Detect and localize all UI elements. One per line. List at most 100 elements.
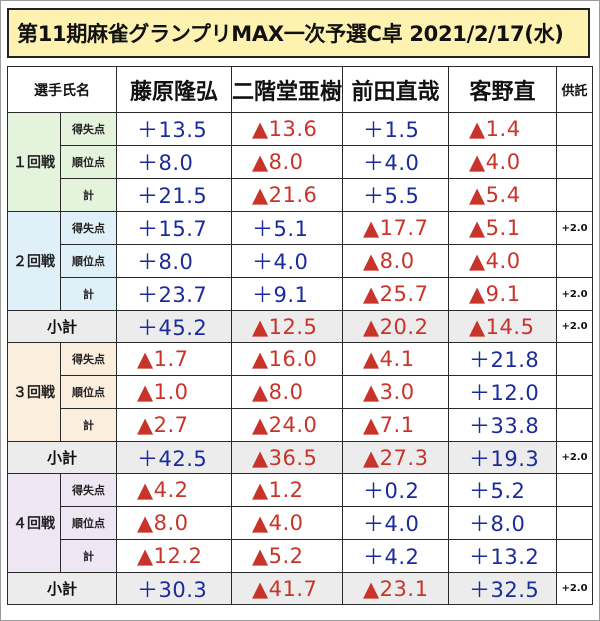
- player-header: 前田直哉: [342, 66, 450, 113]
- row-type-label: 計: [60, 277, 117, 311]
- table-row: 計＋21.5 ▲21.6 ＋5.5 ▲5.4: [8, 178, 594, 212]
- score-cell: ▲5.1: [448, 211, 558, 245]
- kyotaku-cell: [556, 473, 594, 507]
- subtotal-label: 小計: [7, 572, 117, 605]
- score-cell: ＋1.5: [342, 112, 450, 146]
- score-cell: ＋8.0: [116, 145, 232, 179]
- score-cell: ▲21.6: [230, 178, 344, 212]
- score-cell: ＋21.8: [448, 342, 558, 376]
- score-cell: ▲5.2: [230, 539, 344, 573]
- score-cell: ＋8.0: [448, 506, 558, 540]
- score-cell: ▲4.0: [230, 506, 344, 540]
- row-type-label: 得失点: [60, 211, 117, 245]
- score-cell: ▲1.2: [230, 473, 344, 507]
- score-cell: ＋21.5: [116, 178, 232, 212]
- kyotaku-cell: [556, 375, 594, 409]
- score-cell: ▲3.0: [342, 375, 450, 409]
- score-cell: ▲1.4: [448, 112, 558, 146]
- table-row: 順位点 ＋8.0 ▲8.0 ＋4.0 ▲4.0: [8, 145, 594, 179]
- score-cell: ＋5.5: [342, 178, 450, 212]
- score-cell: ▲1.0: [116, 375, 232, 409]
- score-cell: ▲7.1: [342, 408, 450, 442]
- score-cell: ＋9.1: [230, 277, 344, 311]
- score-table-body: １回戦 得失点 ＋13.5 ▲13.6 ＋1.5 ▲1.4 順位点 ＋8.0 ▲8.0 ＋4.0 ▲…: [7, 112, 594, 605]
- score-cell: ▲8.0: [116, 506, 232, 540]
- score-cell: ＋13.5: [116, 112, 232, 146]
- player-name-header: 選手氏名: [7, 66, 117, 113]
- row-type-label: 計: [60, 408, 117, 442]
- row-type-label: 順位点: [60, 506, 117, 540]
- table-row: ４回戦 得失点 ▲4.2 ▲1.2 ＋0.2 ＋5.2: [7, 473, 594, 573]
- subtotal-cell: ＋32.5: [448, 572, 558, 605]
- score-cell: ▲8.0: [342, 244, 450, 278]
- kyotaku-cell: +2.0: [556, 572, 594, 605]
- kyotaku-cell: [556, 112, 594, 146]
- header-row: 選手氏名 藤原隆弘 二階堂亜樹 前田直哉 客野直 供託: [7, 66, 594, 113]
- score-cell: ＋5.1: [230, 211, 344, 245]
- table-row: 計 ▲2.7 ▲24.0 ▲7.1 ＋33.8: [8, 408, 594, 442]
- row-type-label: 計: [60, 178, 117, 212]
- score-cell: ＋13.2: [448, 539, 558, 573]
- table-row: ２回戦 得失点 ＋15.7 ＋5.1 ▲17.7 ▲5.1 +2.0: [7, 211, 594, 311]
- score-cell: ＋4.0: [342, 145, 450, 179]
- subtotal-cell: ＋30.3: [116, 572, 232, 605]
- round-label: ４回戦: [7, 473, 61, 573]
- row-type-label: 得失点: [60, 342, 117, 376]
- subtotal-row: 小計 ＋42.5 ▲36.5 ▲27.3 ＋19.3 +2.0: [7, 441, 594, 474]
- subtotal-cell: ＋19.3: [448, 441, 558, 474]
- score-cell: ＋4.0: [342, 506, 450, 540]
- score-cell: ＋23.7: [116, 277, 232, 311]
- subtotal-row: 小計 ＋45.2 ▲12.5 ▲20.2 ▲14.5 +2.0: [7, 310, 594, 343]
- player-header: 二階堂亜樹: [230, 66, 344, 113]
- kyotaku-cell: [556, 506, 594, 540]
- row-type-label: 順位点: [60, 244, 117, 278]
- score-cell: ▲13.6: [230, 112, 344, 146]
- score-cell: ▲1.7: [116, 342, 232, 376]
- subtotal-label: 小計: [7, 310, 117, 343]
- kyotaku-cell: [556, 178, 594, 212]
- subtotal-cell: ▲14.5: [448, 310, 558, 343]
- kyotaku-cell: +2.0: [556, 310, 594, 343]
- score-cell: ▲9.1: [448, 277, 558, 311]
- subtotal-cell: ▲20.2: [342, 310, 450, 343]
- score-cell: ▲4.1: [342, 342, 450, 376]
- table-row: １回戦 得失点 ＋13.5 ▲13.6 ＋1.5 ▲1.4: [7, 112, 594, 212]
- kyotaku-cell: [556, 408, 594, 442]
- row-type-label: 順位点: [60, 145, 117, 179]
- kyotaku-cell: +2.0: [556, 277, 594, 311]
- kyotaku-cell: +2.0: [556, 211, 594, 245]
- row-type-label: 得失点: [60, 473, 117, 507]
- score-cell: ▲24.0: [230, 408, 344, 442]
- table-row: 順位点 ▲8.0 ▲4.0 ＋4.0 ＋8.0: [8, 506, 594, 540]
- row-type-label: 順位点: [60, 375, 117, 409]
- score-table: 選手氏名 藤原隆弘 二階堂亜樹 前田直哉 客野直 供託 １回戦 得失点 ＋13.5 ▲…: [7, 66, 594, 605]
- kyotaku-cell: +2.0: [556, 441, 594, 474]
- score-cell: ＋8.0: [116, 244, 232, 278]
- score-cell: ▲12.2: [116, 539, 232, 573]
- score-cell: ▲4.2: [116, 473, 232, 507]
- round-label: １回戦: [7, 112, 61, 212]
- subtotal-cell: ＋42.5: [116, 441, 232, 474]
- score-cell: ▲16.0: [230, 342, 344, 376]
- kyotaku-cell: [556, 145, 594, 179]
- score-cell: ▲17.7: [342, 211, 450, 245]
- score-cell: ▲4.0: [448, 244, 558, 278]
- score-cell: ▲25.7: [342, 277, 450, 311]
- table-row: 順位点 ＋8.0 ＋4.0 ▲8.0 ▲4.0: [8, 244, 594, 278]
- subtotal-cell: ▲23.1: [342, 572, 450, 605]
- player-header: 客野直: [448, 66, 558, 113]
- subtotal-cell: ▲27.3: [342, 441, 450, 474]
- subtotal-label: 小計: [7, 441, 117, 474]
- round-label: ３回戦: [7, 342, 61, 442]
- kyotaku-cell: [556, 342, 594, 376]
- score-cell: ▲2.7: [116, 408, 232, 442]
- score-cell: ▲5.4: [448, 178, 558, 212]
- row-type-label: 得失点: [60, 112, 117, 146]
- kyotaku-header: 供託: [556, 66, 594, 113]
- score-cell: ＋33.8: [448, 408, 558, 442]
- kyotaku-cell: [556, 539, 594, 573]
- score-cell: ＋4.2: [342, 539, 450, 573]
- subtotal-cell: ▲12.5: [230, 310, 344, 343]
- subtotal-cell: ▲41.7: [230, 572, 344, 605]
- row-type-label: 計: [60, 539, 117, 573]
